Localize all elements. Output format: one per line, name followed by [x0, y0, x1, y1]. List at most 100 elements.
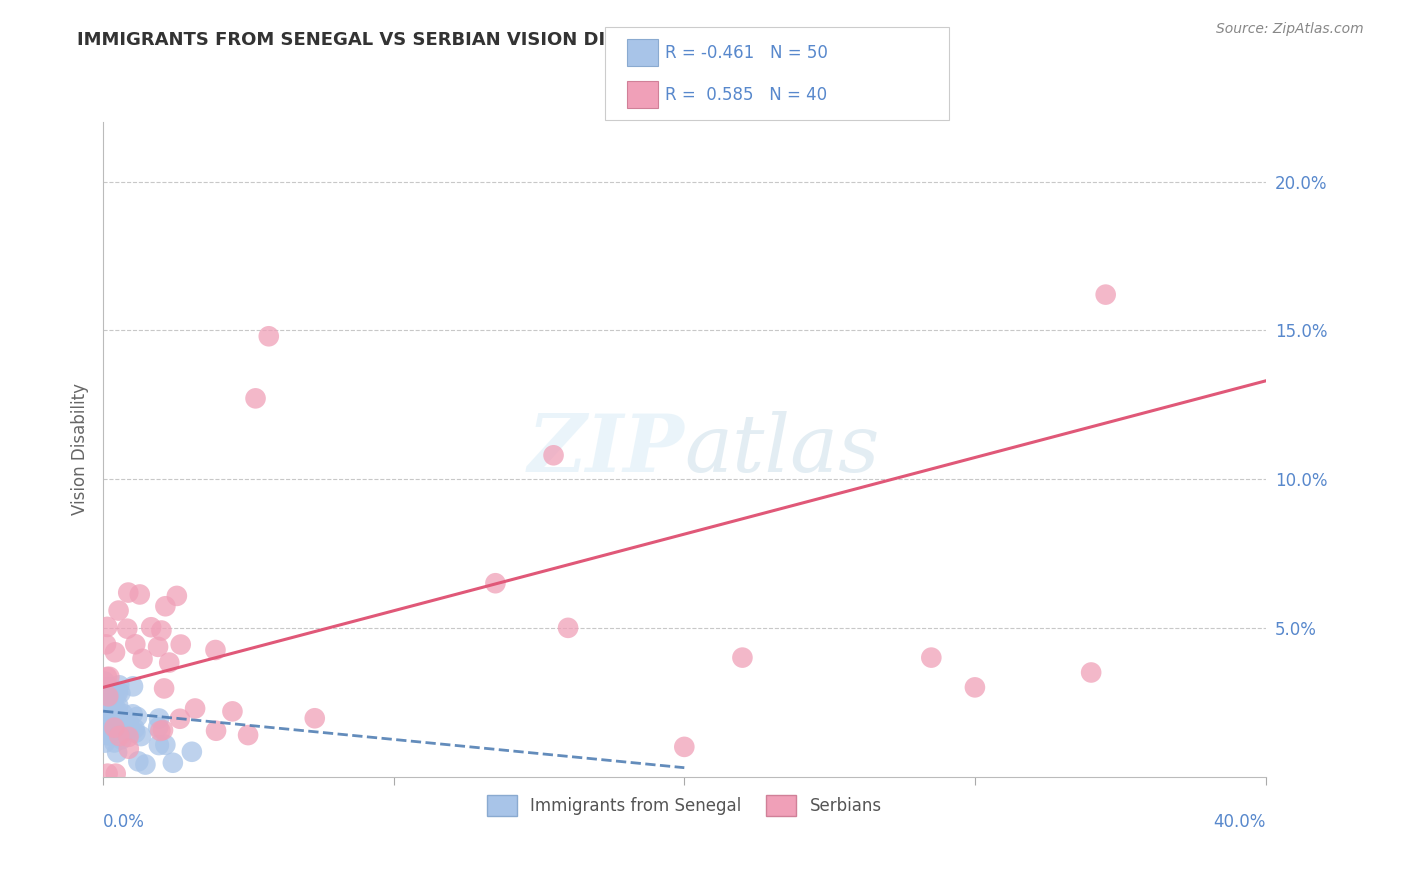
Point	[94, 701, 117, 715]
Point	[170, 638, 193, 652]
Text: ZIP: ZIP	[527, 410, 685, 488]
Point	[184, 701, 207, 715]
Point	[108, 678, 131, 692]
Y-axis label: Vision Disability: Vision Disability	[72, 384, 89, 516]
Point	[110, 732, 132, 747]
Point	[543, 448, 565, 462]
Point	[110, 686, 132, 700]
Point	[97, 680, 120, 694]
Point	[103, 686, 125, 700]
Point	[121, 707, 143, 722]
Point	[153, 681, 176, 696]
Point	[117, 730, 139, 744]
Point	[107, 604, 129, 618]
Point	[557, 621, 579, 635]
Text: IMMIGRANTS FROM SENEGAL VS SERBIAN VISION DISABILITY CORRELATION CHART: IMMIGRANTS FROM SENEGAL VS SERBIAN VISIO…	[77, 31, 918, 49]
Point	[97, 714, 120, 728]
Point	[104, 766, 127, 780]
Point	[107, 684, 129, 698]
Text: 0.0%: 0.0%	[103, 813, 145, 830]
Point	[963, 681, 986, 695]
Point	[127, 755, 149, 769]
Point	[128, 587, 150, 601]
Point	[114, 722, 136, 736]
Point	[221, 705, 243, 719]
Point	[103, 735, 125, 749]
Point	[103, 720, 125, 734]
Point	[117, 622, 139, 636]
Point	[96, 620, 118, 634]
Point	[148, 711, 170, 725]
Point	[204, 643, 226, 657]
Point	[103, 721, 125, 735]
Point	[94, 637, 117, 651]
Point	[97, 706, 120, 721]
Point	[108, 729, 131, 743]
Point	[117, 723, 139, 737]
Point	[131, 652, 153, 666]
Point	[205, 723, 228, 738]
Text: R =  0.585   N = 40: R = 0.585 N = 40	[665, 86, 827, 103]
Point	[124, 722, 146, 736]
Point	[129, 729, 152, 743]
Legend: Immigrants from Senegal, Serbians: Immigrants from Senegal, Serbians	[478, 787, 890, 824]
Point	[134, 757, 156, 772]
Point	[108, 716, 131, 731]
Point	[107, 698, 129, 713]
Point	[731, 650, 754, 665]
Point	[94, 736, 117, 750]
Point	[96, 670, 118, 684]
Text: Source: ZipAtlas.com: Source: ZipAtlas.com	[1216, 22, 1364, 37]
Point	[97, 766, 120, 780]
Point	[150, 624, 173, 638]
Point	[1080, 665, 1102, 680]
Point	[101, 692, 124, 706]
Point	[93, 674, 115, 689]
Point	[104, 700, 127, 714]
Point	[152, 723, 174, 737]
Point	[96, 727, 118, 741]
Point	[118, 720, 141, 734]
Point	[105, 704, 128, 718]
Point	[149, 723, 172, 738]
Point	[148, 720, 170, 734]
Point	[155, 599, 177, 614]
Point	[105, 745, 128, 759]
Point	[169, 712, 191, 726]
Point	[117, 585, 139, 599]
Point	[100, 724, 122, 739]
Point	[673, 739, 696, 754]
Point	[157, 656, 180, 670]
Point	[104, 645, 127, 659]
Text: 40.0%: 40.0%	[1213, 813, 1265, 830]
Text: atlas: atlas	[685, 410, 880, 488]
Point	[107, 686, 129, 700]
Point	[304, 711, 326, 725]
Point	[920, 650, 942, 665]
Point	[111, 706, 134, 721]
Point	[108, 707, 131, 722]
Point	[166, 589, 188, 603]
Point	[100, 710, 122, 724]
Point	[162, 756, 184, 770]
Point	[139, 620, 162, 634]
Point	[1094, 287, 1116, 301]
Point	[484, 576, 506, 591]
Point	[118, 741, 141, 756]
Point	[105, 714, 128, 729]
Point	[245, 392, 267, 406]
Point	[180, 745, 202, 759]
Point	[236, 728, 259, 742]
Point	[98, 670, 121, 684]
Text: R = -0.461   N = 50: R = -0.461 N = 50	[665, 44, 828, 62]
Point	[257, 329, 280, 343]
Point	[155, 738, 177, 752]
Point	[146, 640, 169, 654]
Point	[124, 637, 146, 651]
Point	[103, 704, 125, 718]
Point	[148, 738, 170, 752]
Point	[97, 690, 120, 704]
Point	[98, 729, 121, 743]
Point	[122, 679, 145, 693]
Point	[103, 713, 125, 727]
